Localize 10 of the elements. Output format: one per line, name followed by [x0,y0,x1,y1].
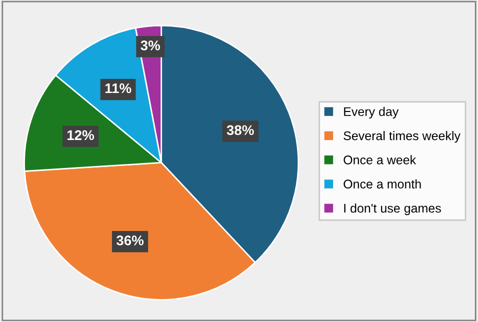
data-label: 11% [105,83,132,94]
legend-label: I don't use games [344,203,441,216]
data-label: 36% [116,236,144,246]
data-label: 38% [226,125,254,136]
data-label: 3% [140,40,160,50]
legend-label: Once a week [344,155,416,164]
legend-label: Every day [344,106,399,119]
data-label: 12% [67,130,94,140]
legend-label: Once a month [344,179,421,189]
legend-label: Several times weekly [344,131,460,143]
